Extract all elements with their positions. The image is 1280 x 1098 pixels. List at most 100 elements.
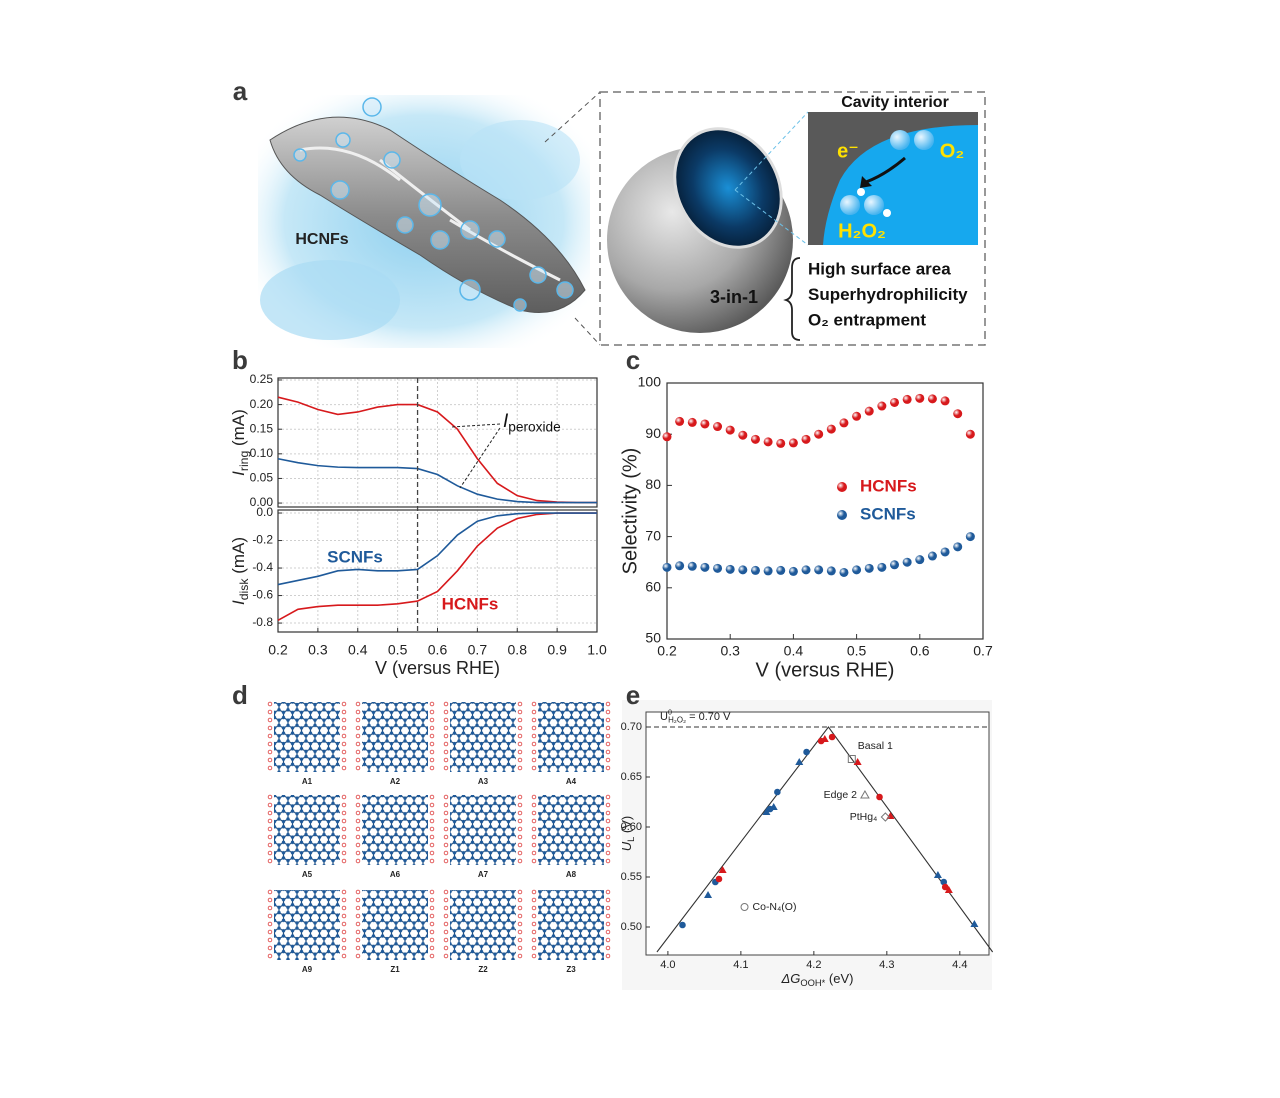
edge-atom (443, 733, 449, 739)
edge-atom (443, 842, 449, 848)
edge-atom (355, 897, 361, 903)
edge-atom (517, 850, 523, 856)
structure-label: Z2 (478, 965, 488, 974)
edge-atom (443, 834, 449, 840)
y-tick-label: -0.8 (252, 615, 273, 629)
data-point (788, 438, 798, 448)
edge-atom (443, 929, 449, 935)
legend-label: SCNFs (860, 504, 916, 523)
y-tick-label: 0.10 (250, 446, 274, 460)
x-tick-label: 0.4 (348, 642, 368, 658)
y-tick-label: 50 (645, 630, 661, 646)
edge-atom (443, 913, 449, 919)
x-tick-label: 4.4 (952, 959, 967, 971)
x-tick-label: 0.2 (268, 642, 288, 658)
feature-text: Superhydrophilicity (808, 285, 968, 304)
edge-atom (429, 858, 435, 864)
data-point (965, 532, 975, 542)
data-point (933, 871, 942, 878)
molecule (864, 195, 884, 215)
y-tick-label: -0.4 (252, 560, 273, 574)
edge-atom (267, 701, 273, 707)
edge-atom (341, 858, 347, 864)
y-tick-label: -0.2 (252, 533, 273, 547)
annotation-sub: peroxide (508, 419, 560, 434)
panel-label: e (626, 680, 640, 710)
limit-label-main: U (660, 711, 668, 723)
edge-atom (531, 826, 537, 832)
edge-atom (341, 905, 347, 911)
y-axis-label: Idisk (mA) (229, 537, 251, 605)
x-axis-label-main: ΔG (781, 971, 801, 986)
x-tick-label: 1.0 (587, 642, 607, 658)
edge-atom (517, 834, 523, 840)
edge-atom (355, 842, 361, 848)
edge-atom (443, 921, 449, 927)
data-point (803, 748, 810, 756)
brace (783, 257, 801, 341)
x-tick-label: 4.2 (806, 959, 821, 971)
edge-atom (429, 850, 435, 856)
edge-atom (517, 937, 523, 943)
edge-atom (605, 733, 611, 739)
data-point (715, 875, 723, 883)
edge-atom (429, 953, 435, 959)
y-tick-label: 0.55 (621, 871, 642, 883)
edge-atom (429, 741, 435, 747)
edge-atom (531, 889, 537, 895)
edge-atom (605, 897, 611, 903)
edge-atom (267, 945, 273, 951)
edge-atom (341, 834, 347, 840)
fiber-label: HCNFs (295, 231, 348, 248)
edge-atom (605, 802, 611, 808)
data-point (679, 921, 686, 929)
data-point (750, 565, 760, 575)
reference-point (847, 755, 856, 763)
edge-atom (267, 897, 273, 903)
edge-atom (443, 937, 449, 943)
edge-atom (605, 826, 611, 832)
edge-atom (267, 858, 273, 864)
edge-atom (605, 921, 611, 927)
edge-atom (517, 749, 523, 755)
edge-atom (443, 725, 449, 731)
edge-atom (531, 701, 537, 707)
edge-atom (517, 913, 523, 919)
inset-title: Cavity interior (841, 94, 949, 111)
edge-atom (531, 905, 537, 911)
x-tick-label: 0.3 (720, 643, 740, 659)
edge-atom (341, 733, 347, 739)
data-point (927, 551, 937, 561)
edge-atom (531, 850, 537, 856)
y-tick-label: 0.70 (621, 721, 642, 733)
annotation-main: I (503, 411, 509, 432)
data-line (277, 512, 597, 586)
edge-atom (443, 818, 449, 824)
edge-atom (267, 953, 273, 959)
edge-atom (517, 725, 523, 731)
molecule (883, 209, 891, 217)
y-tick-label: 0.0 (256, 505, 273, 519)
edge-atom (531, 717, 537, 723)
data-point (776, 438, 786, 448)
reference-point (860, 789, 870, 799)
edge-atom (429, 725, 435, 731)
edge-atom (605, 889, 611, 895)
data-point (927, 394, 937, 404)
edge-atom (355, 741, 361, 747)
feature-text: O₂ entrapment (808, 310, 926, 329)
edge-atom (429, 921, 435, 927)
structure-label: A7 (478, 870, 489, 879)
y-axis-label-main: U (619, 841, 634, 851)
edge-atom (341, 826, 347, 832)
edge-atom (355, 858, 361, 864)
data-point (890, 560, 900, 570)
data-point (700, 419, 710, 429)
edge-atom (517, 802, 523, 808)
x-tick-label: 0.3 (308, 642, 328, 658)
y-tick-label: 0.05 (250, 471, 274, 485)
edge-atom (429, 929, 435, 935)
data-point (814, 429, 824, 439)
x-tick-label: 0.8 (508, 642, 528, 658)
edge-atom (355, 850, 361, 856)
